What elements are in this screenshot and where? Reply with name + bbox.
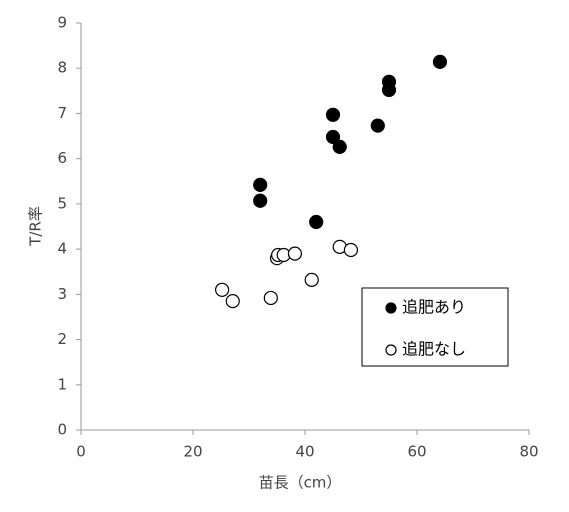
y-tick-label: 1 [57, 375, 67, 393]
point [304, 272, 319, 287]
point [287, 246, 303, 261]
y-tick-label: 9 [57, 14, 67, 32]
x-axis-label: 苗長（cm） [259, 474, 342, 492]
point [332, 139, 347, 155]
x-tick-label: 40 [295, 443, 314, 461]
point [253, 193, 268, 208]
point [432, 54, 448, 69]
y-tick-label: 7 [57, 104, 67, 122]
point [343, 242, 359, 258]
point [370, 118, 385, 133]
legend-text: 追肥あり [402, 298, 466, 317]
y-tick-label: 6 [57, 149, 67, 167]
point [309, 214, 324, 230]
x-tick-label: 80 [519, 443, 538, 461]
x-tick-label: 20 [183, 443, 202, 461]
y-tick-label: 2 [57, 330, 67, 348]
y-tick-label: 8 [57, 59, 67, 77]
point [325, 129, 341, 145]
point [263, 290, 278, 306]
x-tick-label: 60 [407, 443, 426, 461]
y-axis-label: T/R率 [27, 206, 45, 247]
y-tick-label: 4 [57, 240, 67, 258]
x-tick-label: 0 [76, 443, 86, 461]
legend-marker [385, 344, 397, 356]
point [215, 282, 230, 297]
point [381, 82, 397, 98]
legend-marker [385, 302, 397, 314]
point [253, 177, 268, 192]
y-tick-label: 5 [57, 194, 67, 212]
point [225, 294, 240, 309]
y-tick-label: 3 [57, 285, 67, 303]
legend-text: 追肥なし [402, 340, 466, 359]
y-tick-label: 0 [57, 421, 67, 439]
point [325, 107, 341, 122]
